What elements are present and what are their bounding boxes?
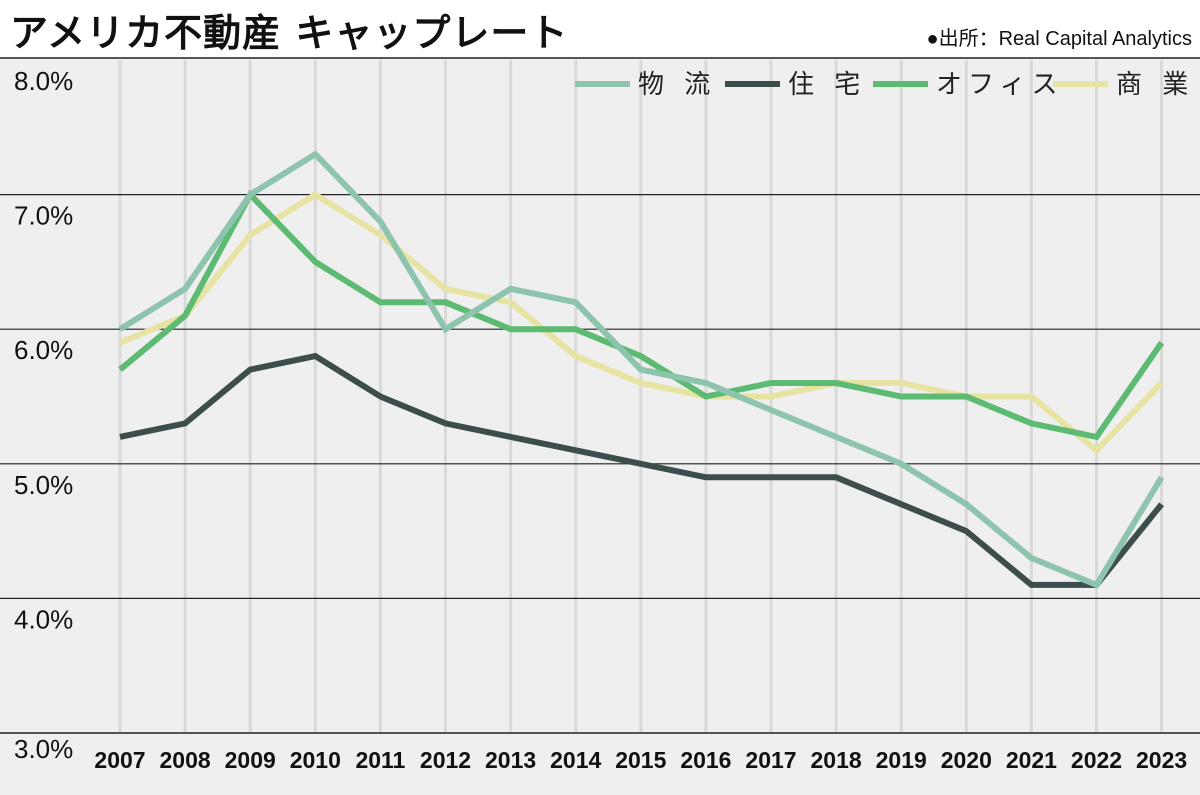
x-tick-label: 2021 [1006,747,1057,773]
x-tick-label: 2016 [680,747,731,773]
x-tick-label: 2023 [1136,747,1187,773]
x-axis-ticks: 2007 2008 2009 2010 2011 2012 2013 2014 2015 2016… [94,747,1187,773]
series-line-住宅 [119,352,1164,588]
y-tick-label: 7.0% [14,201,73,231]
x-tick-label: 2013 [485,747,536,773]
x-tick-label: 2007 [94,747,145,773]
x-tick-label: 2017 [745,747,796,773]
x-tick-label: 2012 [420,747,471,773]
series-line-商業 [118,191,1164,455]
chart-title: アメリカ不動産 キャップレート [10,11,569,55]
y-tick-label: 4.0% [14,604,73,634]
x-tick-label: 2018 [811,747,862,773]
legend-label: 物 流 [638,70,716,100]
y-tick-label: 3.0% [14,734,73,764]
legend: 物 流 住 宅 オフィス 商 業 [575,70,1194,100]
series-line-物流 [118,150,1165,589]
x-tick-label: 2011 [355,747,405,773]
x-tick-label: 2008 [160,747,211,773]
x-tick-label: 2019 [876,747,927,773]
y-axis-ticks: 3.0% 4.0% 5.0% 6.0% 7.0% 8.0% [14,66,73,764]
x-tick-label: 2010 [290,747,341,773]
legend-label: オフィス [936,70,1063,100]
x-tick-label: 2020 [941,747,992,773]
legend-label: 住 宅 [788,70,866,100]
legend-label: 商 業 [1116,70,1194,100]
series-line-オフィス [118,189,1165,441]
vertical-gridlines [118,60,1164,733]
y-tick-label: 5.0% [14,470,73,500]
y-tick-label: 8.0% [14,66,73,96]
plot-background [0,58,1200,795]
x-tick-label: 2014 [550,747,601,773]
x-tick-label: 2022 [1071,747,1122,773]
x-tick-label: 2009 [225,747,276,773]
y-tick-label: 6.0% [14,335,73,365]
series-lines [118,150,1165,589]
x-tick-label: 2015 [615,747,666,773]
source-note: ●出所：Real Capital Analytics [926,28,1192,50]
